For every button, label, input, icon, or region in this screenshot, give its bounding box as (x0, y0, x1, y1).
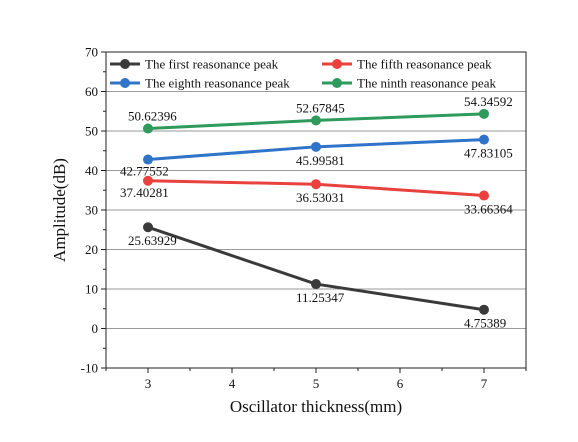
data-label: 42.77552 (120, 164, 169, 179)
data-label: 33.66364 (464, 202, 513, 217)
x-axis-title: Oscillator thickness(mm) (230, 397, 402, 416)
legend-swatch-marker (332, 78, 342, 88)
data-point (311, 115, 321, 126)
data-label: 47.83105 (464, 146, 513, 161)
data-point (479, 108, 489, 119)
data-point (311, 179, 321, 190)
y-tick-label: 10 (85, 282, 98, 297)
y-tick-label: 70 (85, 45, 98, 60)
data-point (143, 123, 153, 134)
data-label: 50.62396 (128, 109, 177, 124)
y-tick-label: -10 (81, 361, 98, 376)
data-labels: 25.63929 11.25347 4.75389 37.40281 36.53031 3… (120, 94, 513, 331)
legend-swatch-marker (120, 78, 130, 88)
legend-swatch-marker (120, 59, 130, 69)
data-point (311, 141, 321, 152)
y-axis-title: Amplitude(dB) (50, 158, 69, 262)
x-tick-label: 4 (229, 376, 236, 391)
y-tick-label: 40 (85, 163, 98, 178)
legend-entry: The first reasonance peak (145, 57, 279, 72)
data-point (143, 154, 153, 165)
data-label: 11.25347 (296, 290, 345, 305)
y-tick-label: 50 (85, 124, 98, 139)
x-tick-label: 7 (481, 376, 488, 391)
data-label: 52.67845 (296, 100, 345, 115)
x-axis: 3 4 5 6 7 (105, 368, 527, 391)
legend-entry: The ninth reasonance peak (357, 76, 496, 91)
x-tick-label: 6 (397, 376, 404, 391)
legend: The first reasonance peak The fifth reaso… (110, 57, 496, 91)
data-point (479, 190, 489, 201)
data-point (143, 175, 153, 186)
y-tick-label: 30 (85, 203, 98, 218)
data-point (143, 222, 153, 233)
y-tick-label: 20 (85, 242, 98, 257)
y-tick-label: 0 (92, 321, 99, 336)
data-label: 36.53031 (296, 190, 345, 205)
data-label: 4.75389 (464, 316, 506, 331)
data-label: 37.40281 (120, 185, 169, 200)
data-label: 54.34592 (464, 94, 513, 109)
legend-entry: The eighth reasonance peak (145, 76, 290, 91)
legend-swatch-marker (332, 59, 342, 69)
data-point (479, 134, 489, 145)
y-axis: -10 0 10 20 30 40 50 60 70 (81, 45, 106, 376)
series-points (143, 108, 489, 315)
legend-entry: The fifth reasonance peak (357, 57, 492, 72)
x-tick-label: 3 (145, 376, 152, 391)
x-tick-label: 5 (313, 376, 320, 391)
data-point (479, 304, 489, 315)
y-tick-label: 60 (85, 84, 98, 99)
data-label: 45.99581 (296, 153, 345, 168)
data-label: 25.63929 (128, 233, 177, 248)
gridlines (106, 91, 526, 329)
data-point (311, 279, 321, 290)
